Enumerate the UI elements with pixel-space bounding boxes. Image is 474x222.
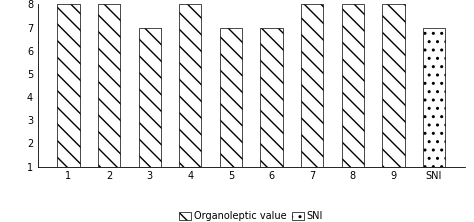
Legend: Organoleptic value, SNI: Organoleptic value, SNI <box>175 207 327 222</box>
Bar <box>57 4 80 166</box>
Bar <box>342 4 364 166</box>
Bar <box>220 28 242 166</box>
Bar <box>382 4 404 166</box>
Bar <box>138 28 161 166</box>
Bar <box>423 28 445 166</box>
Bar <box>98 4 120 166</box>
Bar <box>179 4 201 166</box>
Bar <box>301 4 323 166</box>
Bar <box>260 28 283 166</box>
